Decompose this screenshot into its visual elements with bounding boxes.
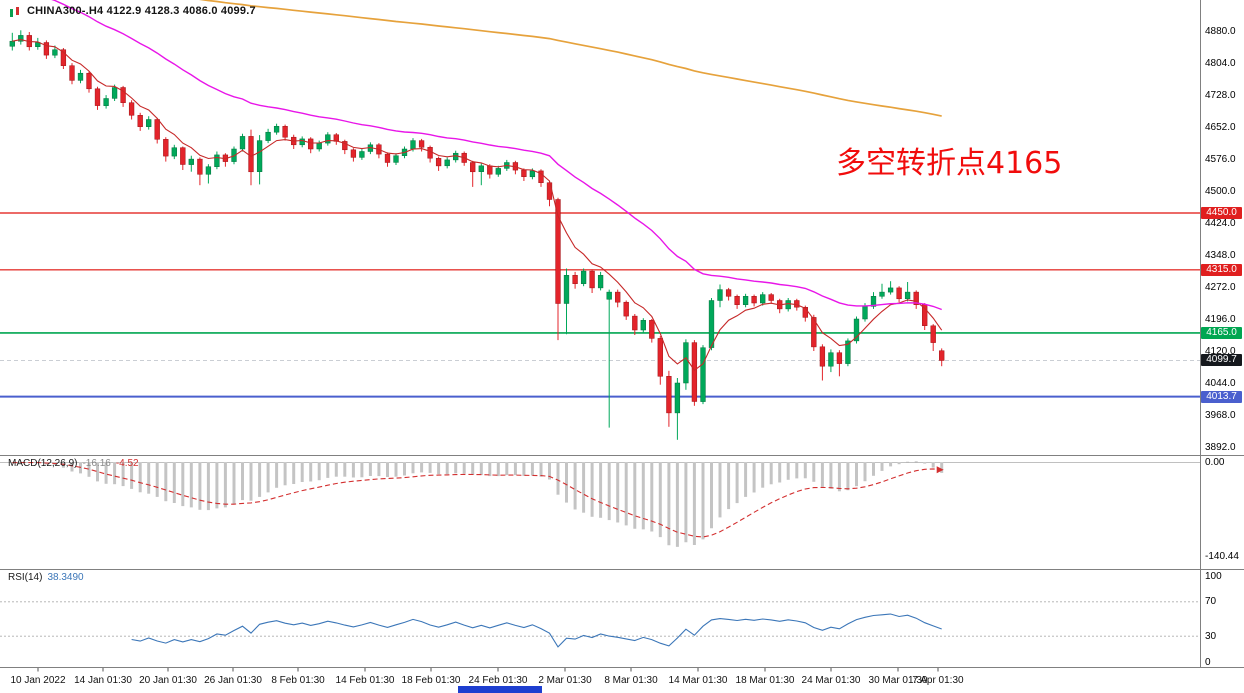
symbol-icon — [9, 7, 22, 18]
annotation-text: 多空转折点4165 — [836, 146, 1063, 181]
chart-title: CHINA300-.H4 4122.9 4128.3 4086.0 4099.7 — [27, 5, 256, 17]
rsi-value: 38.3490 — [47, 572, 84, 583]
symbol-icon-green-bar — [10, 9, 13, 17]
macd-main-value: -16.16 — [82, 458, 111, 469]
bottom-blue-bar[interactable] — [458, 686, 542, 693]
macd-signal-value: -4.52 — [115, 458, 139, 469]
macd-indicator-label: MACD(12,26,9) -16.16 -4.52 — [8, 458, 144, 469]
macd-name: MACD(12,26,9) — [8, 458, 78, 469]
rsi-name: RSI(14) — [8, 572, 43, 583]
rsi-indicator-label: RSI(14) 38.3490 — [8, 572, 89, 583]
symbol-icon-red-bar — [16, 7, 19, 15]
